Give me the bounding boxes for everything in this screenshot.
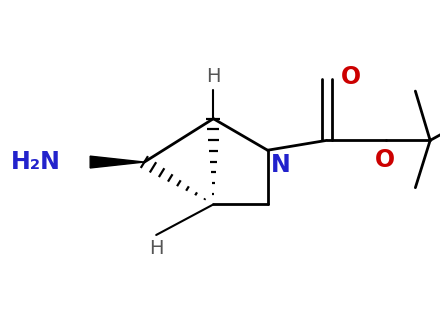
Text: O: O	[341, 65, 361, 89]
Text: H: H	[206, 67, 220, 86]
Text: H: H	[149, 239, 163, 258]
Text: N: N	[271, 153, 290, 177]
Text: H₂N: H₂N	[11, 150, 61, 174]
Polygon shape	[90, 156, 144, 168]
Text: O: O	[375, 148, 395, 172]
